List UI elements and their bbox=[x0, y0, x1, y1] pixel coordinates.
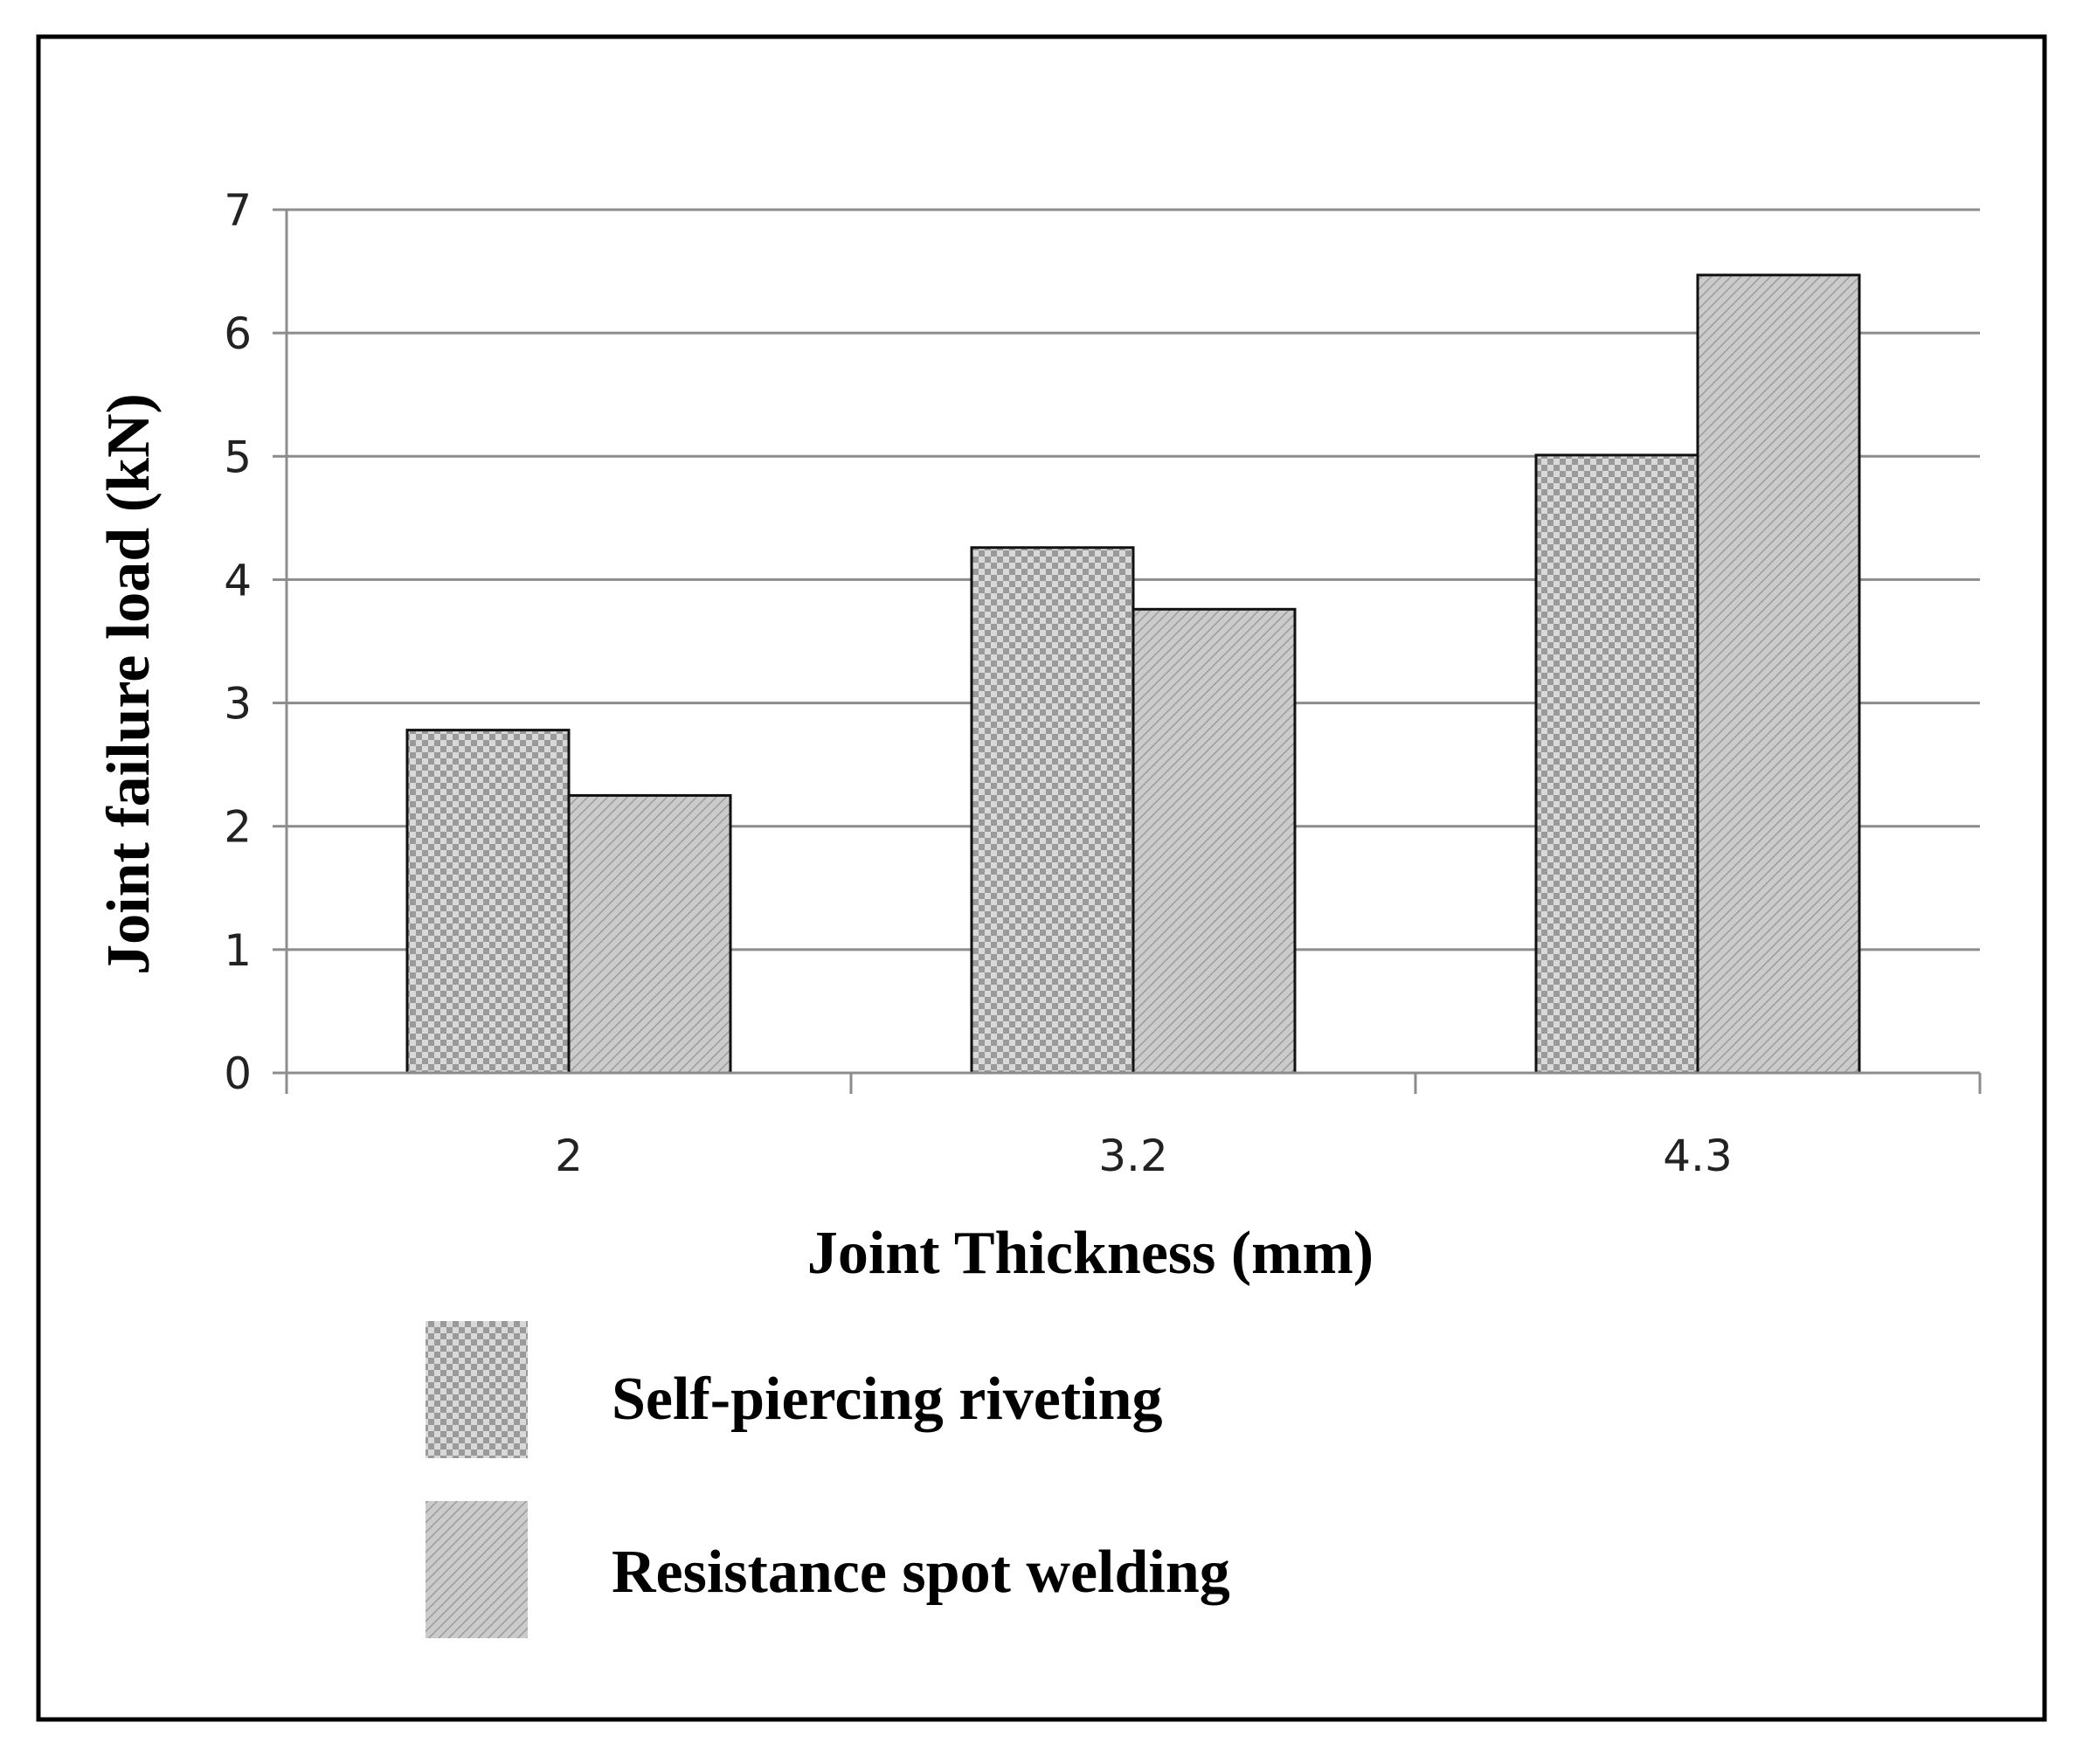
x-tick-label: 2 bbox=[555, 1131, 583, 1181]
y-tick-label: 3 bbox=[224, 679, 252, 730]
legend-swatch-resistance-spot-welding bbox=[426, 1501, 528, 1638]
legend-swatch-self-piercing-riveting bbox=[426, 1321, 528, 1458]
bar-self-piercing-riveting-2 bbox=[405, 729, 571, 1075]
x-tick-label: 4.3 bbox=[1663, 1131, 1733, 1181]
x-tick-labels: 2 3.2 4.3 bbox=[555, 1131, 1733, 1181]
bar-resistance-spot-welding-4.3 bbox=[1696, 273, 1861, 1075]
y-tick-label: 5 bbox=[224, 432, 252, 482]
legend-label-self-piercing-riveting: Self-piercing riveting bbox=[612, 1366, 1163, 1433]
y-tick-label: 2 bbox=[224, 802, 252, 853]
bar-resistance-spot-welding-3.2 bbox=[1131, 607, 1297, 1075]
y-tick-label: 4 bbox=[224, 555, 252, 605]
bar-self-piercing-riveting-4.3 bbox=[1534, 453, 1699, 1075]
y-tick-label: 0 bbox=[224, 1048, 252, 1099]
legend-label-resistance-spot-welding: Resistance spot welding bbox=[612, 1539, 1230, 1606]
bar-self-piercing-riveting-3.2 bbox=[970, 546, 1135, 1075]
x-tick-label: 3.2 bbox=[1098, 1131, 1168, 1181]
legend: Self-piercing riveting Resistance spot w… bbox=[426, 1321, 1230, 1638]
bars bbox=[405, 273, 1861, 1075]
bar-resistance-spot-welding-2 bbox=[567, 793, 732, 1075]
y-tick-label: 7 bbox=[224, 185, 252, 236]
x-axis-label: Joint Thickness (mm) bbox=[807, 1220, 1374, 1287]
y-tick-label: 1 bbox=[224, 925, 252, 976]
y-tick-label: 6 bbox=[224, 308, 252, 359]
y-axis-label: Joint failure load (kN) bbox=[95, 393, 163, 975]
axes bbox=[285, 210, 1982, 1094]
y-tick-labels: 0 1 2 3 4 5 6 7 bbox=[224, 185, 287, 1099]
